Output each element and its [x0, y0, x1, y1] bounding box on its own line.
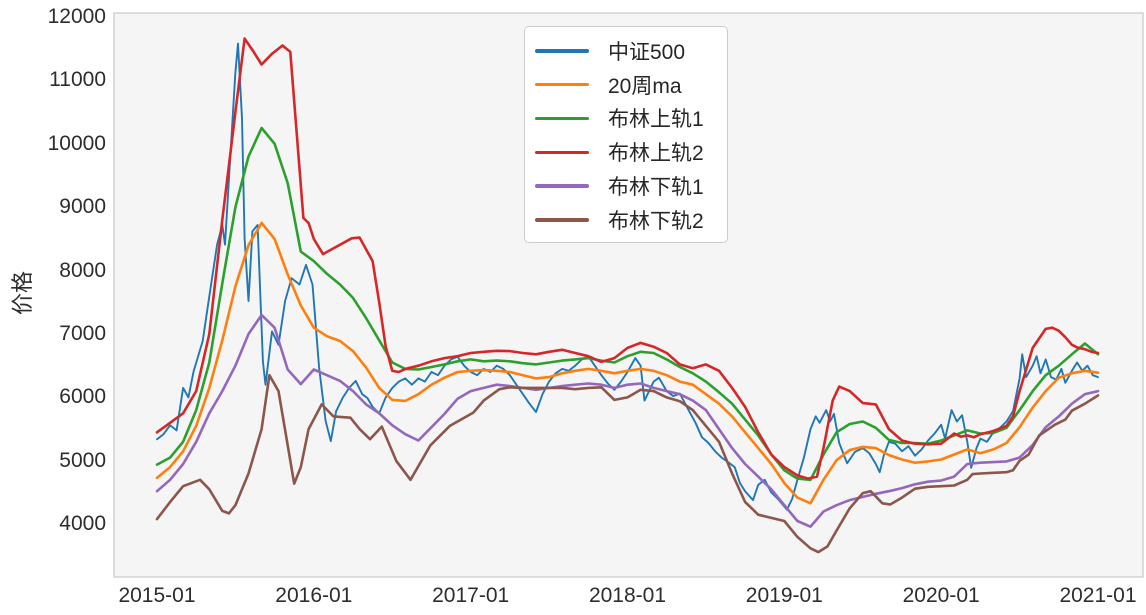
y-tick-6000: 6000	[59, 385, 106, 409]
legend-item-4: 布林下轨1	[535, 169, 727, 203]
legend-label: 布林下轨2	[608, 209, 704, 233]
legend-swatch-icon	[535, 49, 589, 53]
legend-swatch-icon	[535, 116, 589, 121]
legend-item-0: 中证500	[535, 34, 727, 68]
legend-swatch-icon	[535, 150, 589, 155]
legend: 中证500 20周ma 布林上轨1 布林上轨2 布林下轨1 布林下轨2	[524, 26, 728, 243]
legend-label: 布林下轨1	[608, 176, 704, 200]
legend-label: 20周ma	[608, 74, 682, 98]
legend-item-1: 20周ma	[535, 68, 727, 102]
y-tick-8000: 8000	[59, 258, 106, 282]
y-tick-7000: 7000	[59, 322, 106, 345]
series-line-5	[155, 373, 1100, 554]
legend-item-2: 布林上轨1	[535, 102, 727, 136]
series-line-0	[156, 42, 1099, 511]
legend-swatch-icon	[535, 218, 589, 222]
x-tick-2019-01: 2019-01	[745, 584, 823, 607]
series-line-4	[155, 313, 1100, 529]
x-tick-2016-01: 2016-01	[275, 584, 353, 607]
legend-label: 布林上轨2	[608, 142, 704, 166]
series-line-1	[155, 221, 1100, 505]
legend-swatch-icon	[535, 82, 589, 87]
legend-swatch-icon	[535, 184, 589, 188]
y-tick-10000: 10000	[47, 131, 106, 155]
y-tick-9000: 9000	[59, 195, 106, 219]
y-tick-5000: 5000	[59, 448, 106, 472]
series-line-3	[155, 37, 1100, 480]
x-tick-2017-01: 2017-01	[432, 584, 510, 607]
y-tick-12000: 12000	[47, 5, 106, 28]
legend-item-5: 布林下轨2	[535, 203, 727, 237]
series-line-2	[155, 126, 1100, 482]
legend-label: 布林上轨1	[608, 108, 704, 132]
legend-label: 中证500	[608, 40, 686, 64]
y-tick-4000: 4000	[59, 512, 106, 536]
x-tick-2015-01: 2015-01	[118, 584, 196, 607]
x-tick-2020-01: 2020-01	[902, 584, 980, 607]
x-tick-2021-01: 2021-01	[1059, 584, 1137, 607]
x-tick-2018-01: 2018-01	[588, 584, 667, 607]
legend-item-3: 布林上轨2	[535, 135, 727, 169]
y-tick-11000: 11000	[49, 68, 106, 92]
